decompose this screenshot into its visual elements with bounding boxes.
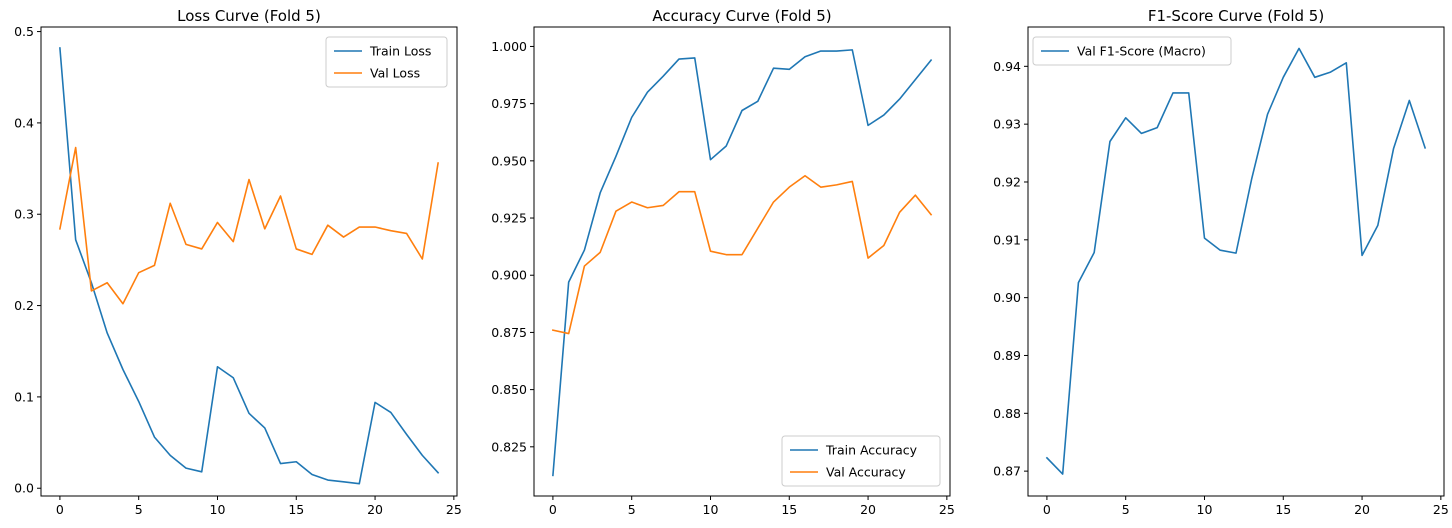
accuracy-chart-panel: Accuracy Curve (Fold 5) 0 5 10 15 20 25 0.825 0.… (491, 7, 955, 517)
plot-frame (1027, 26, 1445, 497)
x-tick-label: 20 (1354, 502, 1370, 517)
plot-frame (40, 26, 458, 497)
x-tick-label: 5 (628, 502, 636, 517)
chart-title: Accuracy Curve (Fold 5) (652, 7, 831, 25)
x-tick-label: 25 (939, 502, 955, 517)
y-tick-label: 0.900 (491, 268, 527, 283)
y-tick-label: 0.1 (14, 389, 34, 404)
y-tick-label: 0.92 (993, 174, 1021, 189)
y-tick-label: 0.91 (993, 232, 1021, 247)
y-tick-label: 0.4 (14, 115, 34, 130)
y-tick-label: 0.93 (993, 117, 1021, 132)
f1-score-chart-panel: F1-Score Curve (Fold 5) 0 5 10 15 20 25 0.87 0.8… (993, 7, 1449, 517)
y-tick-label: 0.2 (14, 298, 34, 313)
y-tick-label: 0.89 (993, 348, 1021, 363)
series-line-train-accuracy (552, 49, 933, 477)
y-tick-label: 0.94 (993, 59, 1021, 74)
x-tick-label: 25 (446, 502, 462, 517)
x-tick-label: 5 (1122, 502, 1130, 517)
y-tick-label: 0.975 (491, 96, 527, 111)
series-line-val-accuracy (551, 174, 933, 335)
y-tick-label: 0.88 (993, 406, 1021, 421)
series-line-train-loss (59, 47, 440, 485)
legend-box (781, 435, 941, 487)
legend-label: Train Loss (369, 44, 431, 59)
legend-label: Val Loss (370, 66, 420, 81)
plot-frame (533, 26, 951, 497)
loss-chart-panel: Loss Curve (Fold 5) 0 5 10 15 20 25 0.0 0.1 0.2 0.… (14, 7, 462, 517)
x-tick-label: 10 (1197, 502, 1213, 517)
x-tick-label: 0 (1043, 502, 1051, 517)
legend: Val F1-Score (Macro) (1032, 36, 1232, 66)
y-tick-label: 1.000 (491, 39, 527, 54)
series-line-val-f1-score-macro (1045, 47, 1427, 475)
y-tick-label: 0.3 (14, 207, 34, 222)
x-tick-label: 0 (56, 502, 64, 517)
legend: Train Loss Val Loss (325, 36, 448, 88)
chart-title: F1-Score Curve (Fold 5) (1148, 7, 1324, 25)
series-line-val-loss (58, 146, 440, 305)
legend-label: Val F1-Score (Macro) (1077, 44, 1206, 59)
y-tick-label: 0.0 (14, 481, 34, 496)
x-tick-label: 15 (781, 502, 797, 517)
legend: Train Accuracy Val Accuracy (781, 435, 941, 487)
x-tick-label: 10 (210, 502, 226, 517)
x-tick-label: 20 (367, 502, 383, 517)
x-tick-label: 15 (288, 502, 304, 517)
y-tick-label: 0.5 (14, 24, 34, 39)
y-tick-label: 0.850 (491, 382, 527, 397)
x-tick-label: 25 (1433, 502, 1449, 517)
y-tick-label: 0.875 (491, 325, 527, 340)
legend-box (325, 36, 448, 88)
legend-label: Val Accuracy (826, 465, 906, 480)
x-tick-label: 15 (1275, 502, 1291, 517)
y-tick-label: 0.925 (491, 211, 527, 226)
legend-box (1032, 36, 1232, 66)
x-tick-label: 20 (860, 502, 876, 517)
x-tick-label: 10 (703, 502, 719, 517)
y-tick-label: 0.90 (993, 290, 1021, 305)
y-tick-label: 0.950 (491, 153, 527, 168)
y-tick-label: 0.87 (993, 464, 1021, 479)
x-tick-label: 5 (135, 502, 143, 517)
y-tick-label: 0.825 (491, 439, 527, 454)
chart-title: Loss Curve (Fold 5) (177, 7, 321, 25)
legend-label: Train Accuracy (825, 443, 918, 458)
x-tick-label: 0 (549, 502, 557, 517)
